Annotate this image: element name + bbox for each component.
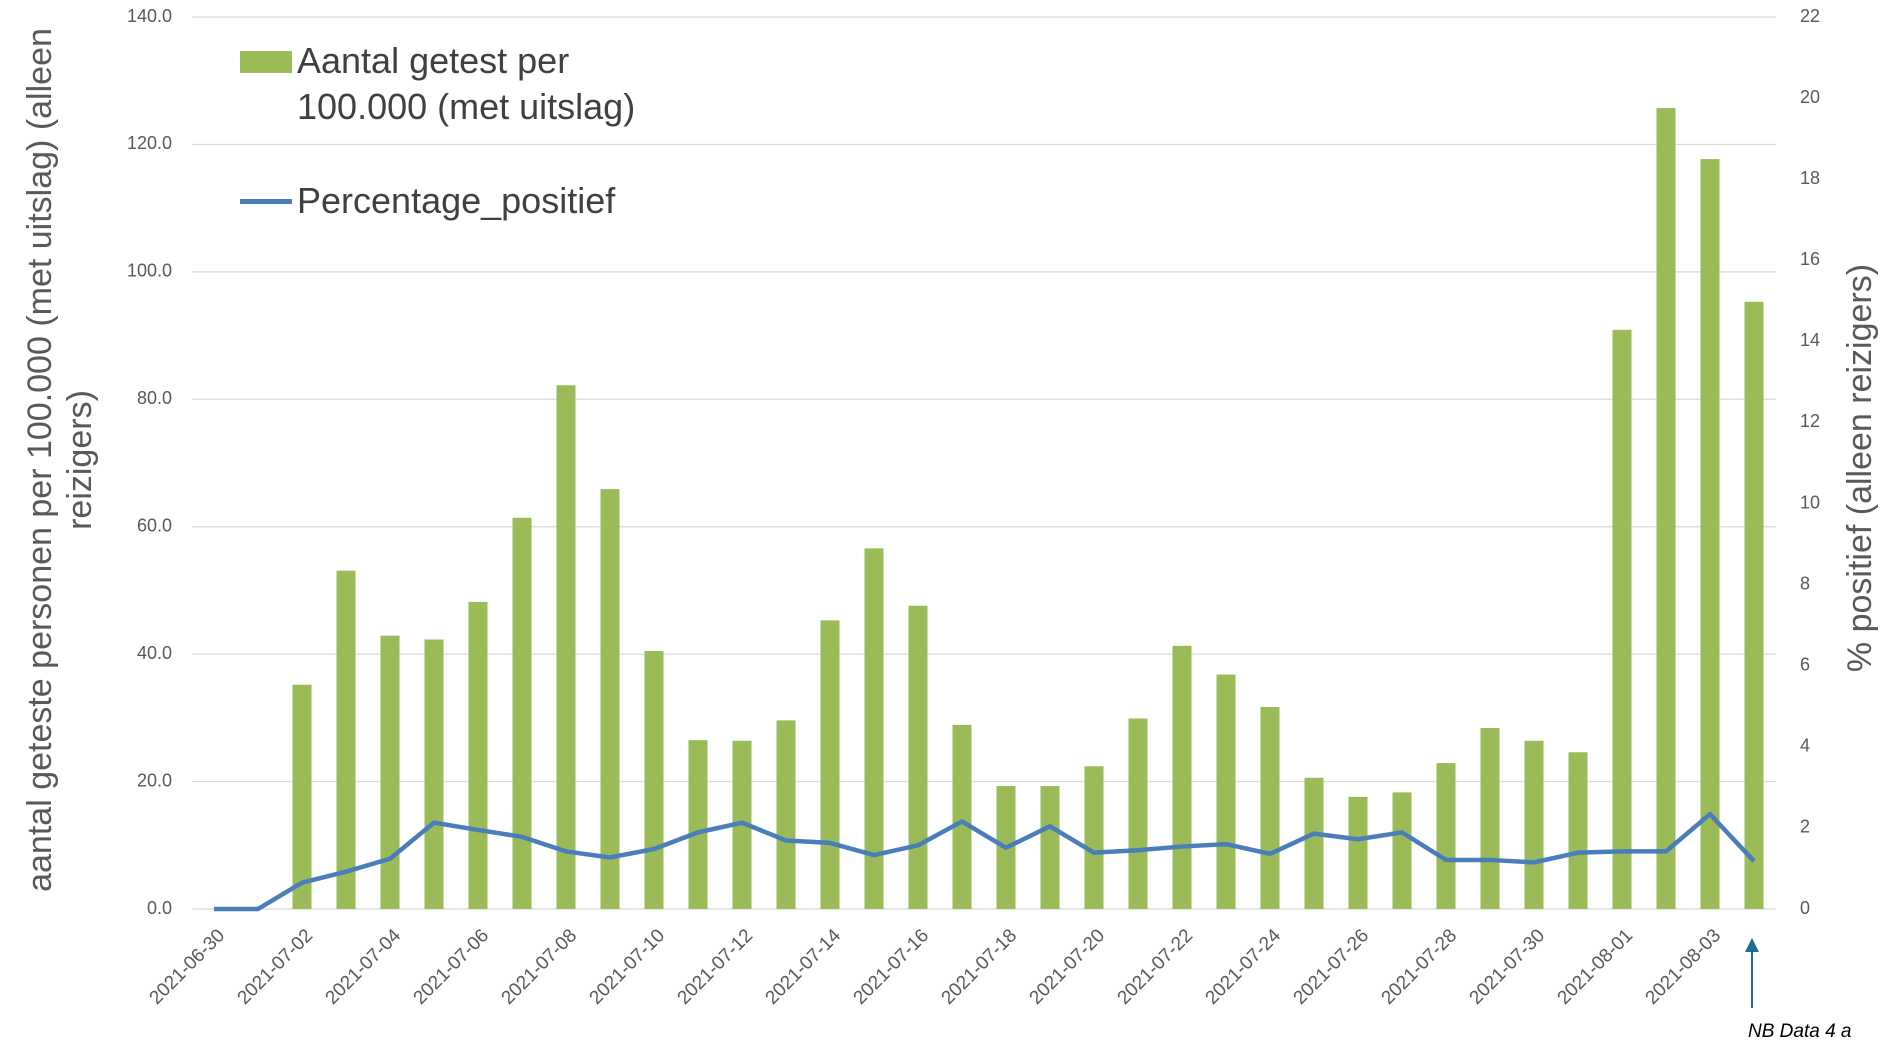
bar — [1172, 645, 1192, 909]
x-tick-label: 2021-08-01 — [1553, 925, 1637, 1009]
x-tick-label: 2021-06-30 — [145, 925, 229, 1009]
x-tick-label: 2021-07-18 — [937, 925, 1021, 1009]
x-tick-label: 2021-08-03 — [1641, 925, 1725, 1009]
x-tick-label: 2021-07-02 — [233, 925, 317, 1009]
x-tick-label: 2021-07-12 — [673, 925, 757, 1009]
y2-tick-label: 8 — [1800, 573, 1810, 593]
y2-tick-label: 4 — [1800, 736, 1810, 756]
legend-label: Aantal getest per 100.000 (met uitslag) — [297, 40, 636, 127]
y2-tick-label: 16 — [1800, 249, 1820, 269]
bar — [908, 605, 928, 909]
bar — [1700, 159, 1720, 909]
x-tick-label: 2021-07-26 — [1289, 925, 1373, 1009]
bar — [1348, 796, 1368, 909]
y-tick-label: 0.0 — [147, 898, 172, 918]
y-axis-title: aantal geteste personen per 100.000 (met… — [21, 28, 99, 892]
y-tick-label: 80.0 — [137, 388, 172, 408]
bar — [424, 639, 444, 909]
annotation: NB Data 4 a — [1748, 1021, 1852, 1042]
bar — [1656, 108, 1676, 909]
bar — [820, 620, 840, 909]
y-tick-label: 120.0 — [127, 133, 172, 153]
x-tick-label: 2021-07-04 — [321, 925, 405, 1009]
y2-tick-label: 6 — [1800, 654, 1810, 674]
bar — [468, 601, 488, 909]
bar — [644, 650, 664, 909]
bar — [1480, 728, 1500, 909]
y-tick-label: 20.0 — [137, 770, 172, 790]
x-tick-label: 2021-07-10 — [585, 925, 669, 1009]
legend-swatch — [240, 51, 292, 73]
legend-label: Percentage_positief — [297, 180, 616, 221]
y-tick-label: 100.0 — [127, 261, 172, 281]
y2-tick-label: 10 — [1800, 492, 1820, 512]
y2-tick-label: 22 — [1800, 6, 1820, 26]
x-tick-label: 2021-07-22 — [1113, 925, 1197, 1009]
bar — [1612, 329, 1632, 909]
bar — [1040, 786, 1060, 909]
y2-tick-label: 18 — [1800, 168, 1820, 188]
y2-tick-label: 0 — [1800, 898, 1810, 918]
y-tick-label: 140.0 — [127, 6, 172, 26]
bar — [380, 635, 400, 909]
x-tick-label: 2021-07-28 — [1377, 925, 1461, 1009]
bar — [1260, 707, 1280, 909]
annotation-arrowhead — [1745, 938, 1759, 952]
bar — [864, 548, 884, 909]
bar — [1436, 763, 1456, 909]
bar — [336, 570, 356, 909]
x-tick-label: 2021-07-14 — [761, 925, 845, 1009]
y2-axis-title: % positief (alleen reizigers) — [1841, 263, 1879, 673]
bar — [1216, 674, 1236, 909]
y2-tick-label: 20 — [1800, 87, 1820, 107]
bar — [292, 684, 312, 909]
bar — [1524, 740, 1544, 909]
bar — [600, 489, 620, 909]
bar — [1128, 718, 1148, 909]
bar — [1744, 301, 1764, 909]
y-tick-label: 60.0 — [137, 515, 172, 535]
bar — [1568, 752, 1588, 909]
bar — [556, 385, 576, 910]
x-tick-label: 2021-07-16 — [849, 925, 933, 1009]
bar — [952, 724, 972, 909]
bar — [1084, 766, 1104, 909]
y2-tick-label: 2 — [1800, 817, 1810, 837]
x-tick-label: 2021-07-06 — [409, 925, 493, 1009]
bar — [512, 517, 532, 909]
line — [214, 811, 1756, 912]
x-tick-label: 2021-07-08 — [497, 925, 581, 1009]
y-tick-label: 40.0 — [137, 643, 172, 663]
legend-swatch — [240, 199, 292, 204]
x-tick-label: 2021-07-30 — [1465, 925, 1549, 1009]
bar — [776, 720, 796, 909]
bar — [1392, 792, 1412, 909]
x-tick-label: 2021-07-24 — [1201, 925, 1285, 1009]
y2-tick-label: 12 — [1800, 411, 1820, 431]
x-tick-label: 2021-07-20 — [1025, 925, 1109, 1009]
y2-tick-label: 14 — [1800, 330, 1820, 350]
bar — [688, 740, 708, 909]
bar — [1304, 777, 1324, 909]
